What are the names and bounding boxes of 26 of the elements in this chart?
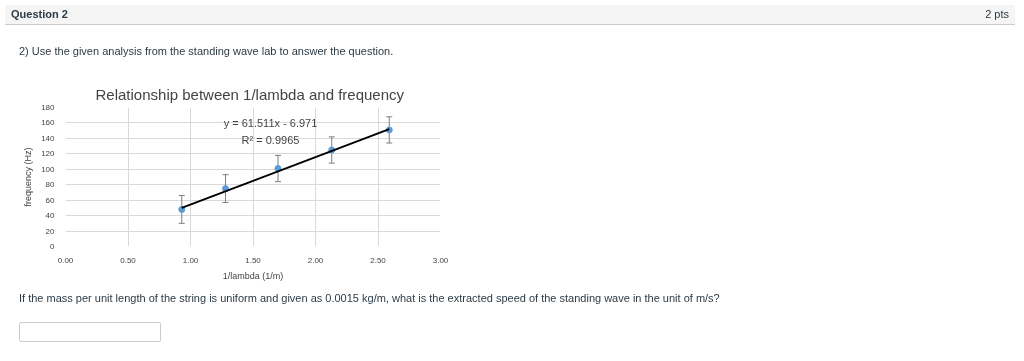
y-tick-label: 0	[50, 242, 56, 251]
y-tick-label: 20	[45, 226, 56, 236]
x-tick-label: 0.50	[120, 255, 137, 265]
y-tick-label: 100	[41, 164, 56, 174]
y-tick-label: 120	[41, 149, 56, 159]
x-tick-label: 0.00	[57, 255, 74, 265]
x-tick-label: 2.50	[370, 255, 387, 265]
y-tick-label: 180	[41, 103, 56, 112]
y-tick-label: 160	[41, 118, 56, 128]
x-axis-title: 1/lambda (1/m)	[222, 270, 284, 281]
text: 2) Use the given analysis from the standing wave lab to answer the question.	[18, 44, 394, 59]
x-tick-label: 2.00	[307, 255, 324, 265]
text: If the mass per unit length of the string is uniform and given as 0.0015 kg/m, what is the extracted speed of the standing wave in the unit of m/s?	[18, 291, 720, 306]
x-tick-label: 1.50	[245, 255, 262, 265]
y-tick-label: 60	[45, 195, 56, 205]
y-axis-title: frequency (Hz)	[23, 147, 34, 207]
text: 2 pts	[985, 7, 1009, 22]
x-tick-label: 3.00	[432, 255, 449, 265]
annotation: R² = 0.9965	[241, 133, 300, 146]
y-tick-label: 80	[45, 180, 56, 190]
y-tick-label: 40	[45, 211, 56, 221]
chart-title: Relationship between 1/lambda and frequency	[95, 85, 405, 103]
x-tick-label: 1.00	[182, 255, 199, 265]
text: Question 2	[11, 7, 68, 22]
annotation: y = 61.511x - 6.971	[223, 116, 318, 129]
y-tick-label: 140	[41, 133, 56, 143]
